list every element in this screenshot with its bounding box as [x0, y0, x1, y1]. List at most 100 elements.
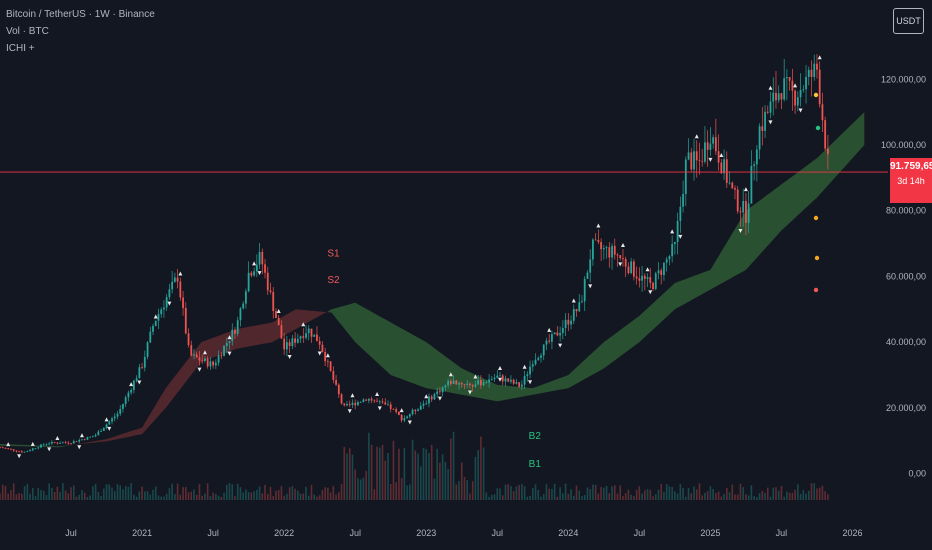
candle-body [488, 379, 490, 383]
volume-bar [706, 491, 709, 500]
volume-bar [182, 487, 184, 500]
candle-body [496, 375, 499, 378]
swing-high-marker [522, 364, 527, 369]
volume-bar [299, 493, 302, 500]
candle-body [400, 414, 403, 421]
swing-high-marker [399, 408, 404, 413]
candle-body [821, 104, 824, 121]
forecast-dot [814, 255, 820, 261]
candle-body [204, 358, 206, 362]
candle-body [168, 289, 171, 298]
volume-bar [119, 485, 122, 500]
candle-body [594, 239, 597, 241]
candle-body [395, 409, 398, 412]
candle-body [583, 278, 586, 302]
candle-body [4, 447, 7, 449]
volume-bar [441, 454, 444, 500]
volume-bar [816, 488, 818, 500]
volume-bar [389, 483, 392, 500]
volume-bar [135, 496, 138, 500]
volume-bar [318, 495, 321, 500]
volume-bar [788, 492, 791, 500]
volume-bar [731, 484, 734, 500]
candle-body [206, 358, 209, 367]
candle-body [61, 442, 64, 444]
candle-body [51, 441, 53, 444]
candles [0, 54, 829, 453]
volume-bar [799, 493, 802, 500]
volume-bar [758, 493, 761, 500]
candle-body [523, 376, 526, 385]
swing-high-marker [473, 374, 478, 379]
volume-bar [108, 484, 111, 500]
volume-bar [624, 493, 627, 500]
candle-body [668, 256, 671, 260]
volume-bar [745, 494, 747, 500]
candle-body [64, 442, 67, 444]
swing-low-marker [618, 262, 623, 267]
volume-bar [646, 489, 649, 500]
candle-body [288, 342, 291, 347]
volume-bar [665, 484, 668, 500]
candle-body [266, 272, 269, 291]
candle-body [283, 338, 286, 350]
candle-body [567, 319, 570, 325]
volume-bar [657, 489, 660, 500]
candle-body [643, 275, 646, 279]
swing-high-marker [793, 83, 798, 88]
swing-low-marker [197, 367, 202, 372]
volume-bar [559, 487, 561, 500]
volume-bar [466, 480, 469, 500]
candle-body [433, 394, 436, 400]
volume-bar [368, 432, 370, 500]
volume-bar [619, 485, 622, 500]
volume-bar [122, 489, 124, 500]
candle-body [381, 401, 384, 403]
candle-body [531, 364, 534, 367]
volume-bar [491, 494, 493, 500]
candle-body [739, 211, 742, 213]
candle-body [731, 182, 734, 189]
candle-body [518, 382, 521, 387]
volume-bar [354, 469, 356, 500]
volume-bar [534, 484, 537, 500]
candle-body [247, 272, 250, 292]
indicator-legend[interactable]: ICHI + [6, 43, 35, 54]
candle-body [198, 357, 201, 361]
currency-button[interactable]: USDT [893, 8, 924, 34]
volume-bar [332, 486, 335, 500]
volume-bar [223, 492, 225, 500]
candle-body [122, 403, 124, 409]
volume-bar [592, 484, 594, 500]
symbol-title[interactable]: Bitcoin / TetherUS · 1W · Binance [6, 9, 155, 20]
volume-legend[interactable]: Vol · BTC [6, 26, 49, 37]
candle-body [676, 221, 679, 243]
volume-bar [769, 496, 772, 500]
volume-bar [15, 494, 18, 500]
volume-bar [542, 494, 545, 500]
candle-body [742, 200, 745, 213]
chart-legend: Bitcoin / TetherUS · 1W · Binance Vol · … [6, 6, 155, 57]
candle-body [619, 255, 622, 259]
volume-bar [250, 492, 253, 500]
candle-body [728, 182, 731, 184]
candle-body [89, 436, 92, 438]
volume-bar [72, 485, 75, 500]
volume-bar [810, 483, 813, 500]
volume-bar [245, 489, 247, 500]
candle-body [59, 443, 62, 444]
candle-body [398, 411, 400, 415]
volume-bar [608, 493, 611, 500]
candle-body [592, 239, 594, 260]
swing-high-marker [645, 267, 650, 272]
volume-bar [277, 490, 280, 500]
volume-bar [348, 448, 351, 500]
volume-bar [622, 496, 624, 500]
swing-low-marker [768, 120, 773, 125]
volume-bar [739, 483, 742, 500]
volume-bar [398, 448, 400, 500]
volume-bar [807, 490, 810, 500]
volume-bar [34, 495, 37, 500]
